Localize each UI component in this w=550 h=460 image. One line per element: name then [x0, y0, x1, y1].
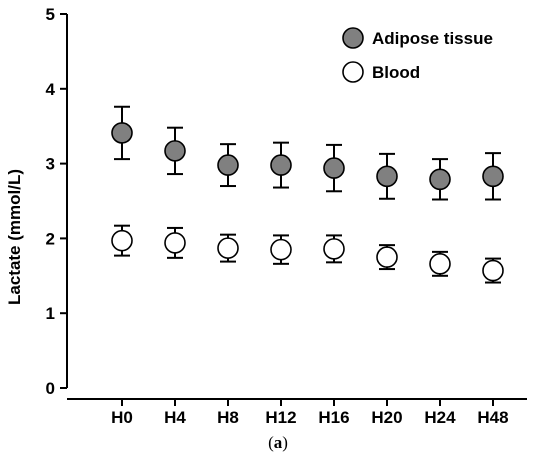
y-tick-label-2: 2: [46, 229, 55, 248]
point-blood-6: [429, 253, 451, 275]
data-points-layer: [111, 122, 504, 282]
axes-layer: [60, 13, 527, 406]
y-tick-label-5: 5: [46, 5, 55, 24]
y-tick-label-4: 4: [46, 80, 56, 99]
y-axis-title: Lactate (mmol/L): [5, 169, 24, 305]
point-adipose-tissue-1: [164, 140, 186, 162]
point-adipose-tissue-6: [429, 168, 451, 191]
x-tick-label-7: H48: [477, 408, 508, 427]
legend-marker-blood: [342, 61, 364, 83]
figure-caption: (a): [268, 433, 288, 452]
tick-labels-layer: 0 1 2 3 4 5 H0 H4 H8 H12 H16 H20 H24 H48: [46, 5, 509, 427]
y-tick-label-1: 1: [46, 304, 55, 323]
y-tick-label-0: 0: [46, 379, 55, 398]
point-blood-1: [164, 232, 186, 254]
point-blood-4: [323, 238, 345, 260]
legend-label-blood: Blood: [372, 63, 420, 82]
x-tick-label-5: H20: [371, 408, 402, 427]
x-tick-label-4: H16: [318, 408, 349, 427]
point-adipose-tissue-0: [111, 122, 133, 144]
point-blood-3: [270, 238, 292, 261]
point-blood-7: [482, 259, 504, 282]
caption-open: (: [268, 433, 274, 452]
x-tick-label-0: H0: [111, 408, 133, 427]
x-tick-label-2: H8: [217, 408, 239, 427]
point-adipose-tissue-5: [376, 165, 398, 188]
y-tick-label-3: 3: [46, 155, 55, 174]
caption-close: ): [282, 433, 288, 452]
x-tick-label-3: H12: [265, 408, 296, 427]
caption-letter: a: [274, 433, 283, 452]
point-adipose-tissue-2: [217, 154, 239, 176]
legend: Adipose tissue Blood: [342, 27, 493, 83]
point-adipose-tissue-7: [482, 165, 504, 188]
point-blood-0: [111, 229, 133, 252]
legend-label-adipose-tissue: Adipose tissue: [372, 29, 493, 48]
point-adipose-tissue-4: [323, 157, 345, 179]
point-adipose-tissue-3: [270, 154, 292, 176]
x-tick-label-6: H24: [424, 408, 456, 427]
x-tick-label-1: H4: [164, 408, 186, 427]
legend-marker-adipose-tissue: [342, 27, 364, 49]
point-blood-2: [217, 237, 239, 259]
point-blood-5: [376, 246, 398, 268]
